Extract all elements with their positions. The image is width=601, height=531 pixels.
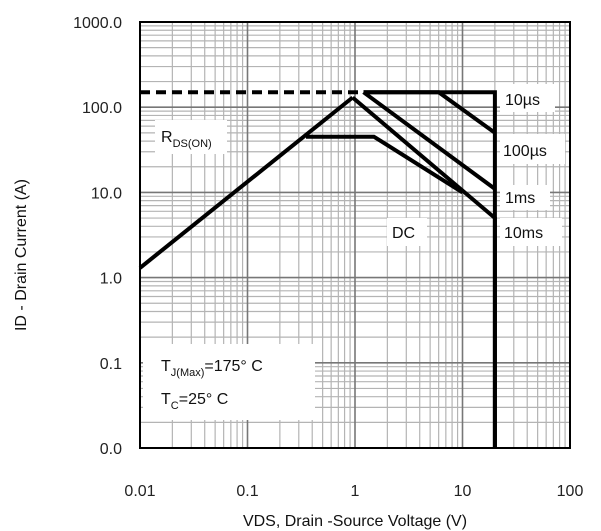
x-tick-label: 1: [351, 483, 360, 500]
series-line-dc: [306, 134, 464, 195]
label-10us-bg: [500, 84, 555, 112]
tj-label-main: T: [161, 358, 171, 375]
y-tick-label: 1.0: [100, 271, 122, 288]
rds-label-main: R: [161, 129, 173, 146]
plot-frame: [139, 21, 571, 449]
series-line-10ms: [351, 95, 497, 448]
y-tick-label: 100.0: [82, 100, 122, 117]
tj-label: TJ(Max)=175° C: [161, 358, 263, 379]
y-tick-label: 1000.0: [73, 15, 122, 32]
y-tick-label: 10.0: [91, 185, 122, 202]
conditions-box-bg: [143, 344, 315, 420]
y-tick-labels: 1000.0 100.0 10.0 1.0 0.1 0.0: [73, 15, 122, 458]
label-1ms-bg: [500, 185, 550, 210]
label-100us-bg: [500, 134, 565, 164]
x-axis-label: VDS, Drain -Source Voltage (V): [243, 513, 467, 530]
y-tick-label: 0.0: [100, 441, 122, 458]
label-dc-bg: [387, 218, 427, 246]
rds-label-bg: [155, 120, 227, 154]
series-line-10-s: [363, 90, 497, 448]
tc-label-main: T: [161, 391, 171, 408]
label-1ms: 1ms: [505, 190, 535, 207]
x-tick-label: 0.01: [124, 483, 155, 500]
tc-label-sub: C: [171, 400, 179, 412]
x-tick-label: 100: [557, 483, 584, 500]
tj-label-sub: J(Max): [171, 367, 205, 379]
label-10us: 10µs: [505, 92, 540, 109]
rds-label-sub: DS(ON): [173, 138, 212, 150]
x-tick-label: 10: [454, 483, 472, 500]
y-tick-label: 0.1: [100, 356, 122, 373]
label-dc: DC: [392, 225, 415, 242]
tc-label-value: =25° C: [179, 391, 229, 408]
label-100us: 100µs: [503, 143, 547, 160]
series-layer: [138, 90, 497, 448]
label-10ms: 10ms: [504, 225, 543, 242]
y-axis-label: ID - Drain Current (A): [13, 179, 30, 331]
rds-label: RDS(ON): [161, 129, 212, 150]
tc-label: TC=25° C: [161, 391, 228, 412]
x-tick-labels: 0.01 0.1 1 10 100: [124, 483, 583, 500]
tj-label-value: =175° C: [204, 358, 262, 375]
label-10ms-bg: [500, 218, 562, 246]
series-line-1ms: [362, 90, 497, 191]
series-line-100-s: [363, 90, 497, 135]
x-tick-label: 0.1: [236, 483, 258, 500]
series-line-rds-on-: [138, 95, 354, 270]
